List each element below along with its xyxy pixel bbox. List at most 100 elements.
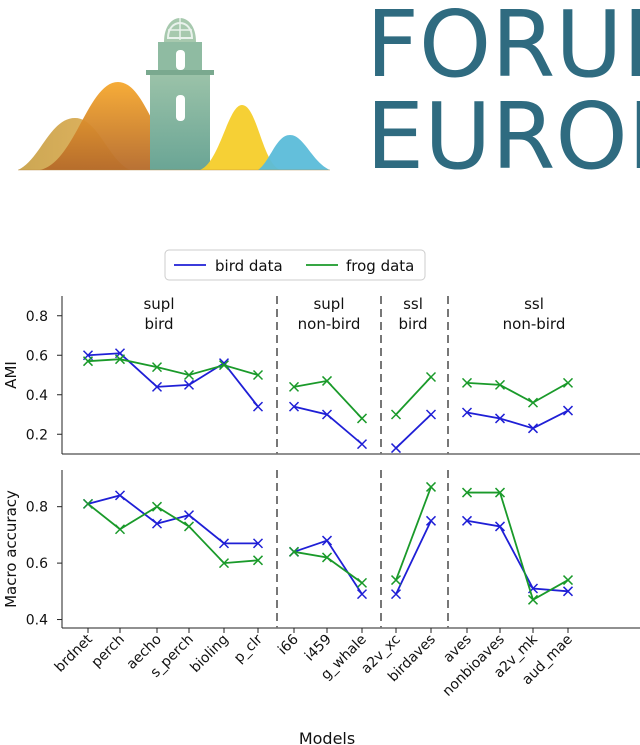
legend-box [164,249,426,281]
data-point [218,558,230,569]
data-point [461,407,473,418]
data-point [425,481,437,492]
legend: bird data frog data [164,249,426,281]
data-point [321,409,333,420]
data-point [321,535,333,546]
data-point [494,379,506,390]
group-label-line1: supl [313,295,344,313]
data-point [82,356,94,367]
data-point [321,552,333,563]
legend-label-bird: bird data [215,257,283,275]
data-point [390,443,402,454]
x-axis-label: Models [299,729,355,745]
data-point [461,377,473,388]
y-tick-label: 0.4 [26,613,48,629]
y-tick-label: 0.8 [26,500,48,516]
panel-ami-ylabel: AMI [2,361,20,389]
x-tick-label: perch [89,632,128,671]
data-point [288,546,300,557]
data-point [494,487,506,498]
data-point [114,490,126,501]
y-tick-label: 0.2 [26,427,48,443]
x-tick-label: bioling [187,632,231,676]
data-point [252,369,264,381]
series-line-frog-data [395,376,432,416]
data-point [252,555,264,566]
data-point [183,521,195,532]
data-point [151,381,163,392]
logo-text-line2: EURON [366,83,640,190]
data-point [390,575,402,586]
data-point [562,575,574,586]
y-tick-label: 0.4 [26,388,48,404]
series-line-frog-data [466,382,569,404]
data-point [288,401,300,412]
data-point [494,521,506,532]
data-point [183,369,195,381]
data-point [390,589,402,600]
data-point [218,538,230,549]
data-point [527,423,539,434]
group-label-line2: bird [398,315,427,333]
y-tick-label: 0.6 [26,348,48,364]
series-line-bird-data [87,352,259,408]
data-point [461,515,473,526]
data-point [82,498,94,509]
data-point [562,586,574,597]
data-point [288,381,300,392]
series-line-frog-data [87,358,259,376]
legend-label-frog: frog data [346,257,414,275]
series-line-bird-data [395,520,432,595]
data-point [151,362,163,373]
data-point [321,375,333,386]
data-point [252,538,264,549]
data-point [425,371,437,383]
data-point [562,377,574,388]
series-line-frog-data [87,503,259,565]
data-point [114,524,126,535]
panel-macro-ylabel: Macro accuracy [2,490,20,608]
group-label-line2: bird [144,315,173,333]
series-line-bird-data [87,494,258,545]
series-line-frog-data [395,486,432,581]
group-label-line2: non-bird [298,315,361,333]
x-tick-label: brdnet [52,631,96,675]
data-point [114,354,126,365]
data-point [390,409,402,420]
series-line-bird-data [293,405,363,445]
data-point [356,577,368,588]
data-point [151,518,163,529]
x-tick-label: i66 [275,631,302,658]
data-point [183,379,195,390]
group-label-line2: non-bird [503,315,566,333]
series-line-bird-data [395,413,432,449]
logo-emblem [18,18,330,171]
data-point [461,487,473,498]
data-point [425,409,437,420]
data-point [151,501,163,512]
data-point [527,397,539,408]
series-line-frog-data [467,491,569,602]
panel-ami: AMI 0.2 0.4 0.6 0.8 supl bird supl non-bird ssl… [2,295,640,455]
data-point [494,413,506,424]
logo-text-line1: FORUM [366,0,640,98]
logo: FORUM EURON [18,0,640,190]
y-tick-label: 0.6 [26,556,48,572]
data-point [425,515,437,526]
data-point [356,413,368,424]
y-tick-label: 0.8 [26,309,48,325]
group-label-line1: ssl [403,295,423,313]
series-line-bird-data [466,409,569,430]
series-line-bird-data [466,519,569,593]
data-point [562,405,574,416]
group-label-line1: ssl [524,295,544,313]
data-point [527,594,539,605]
data-point [218,360,230,371]
x-tick-label: p_clr [231,631,266,666]
group-label-line1: supl [143,295,174,313]
data-point [252,401,264,412]
panel-macro-accuracy: Macro accuracy 0.4 0.6 0.8 [2,470,640,629]
data-point [356,589,368,600]
